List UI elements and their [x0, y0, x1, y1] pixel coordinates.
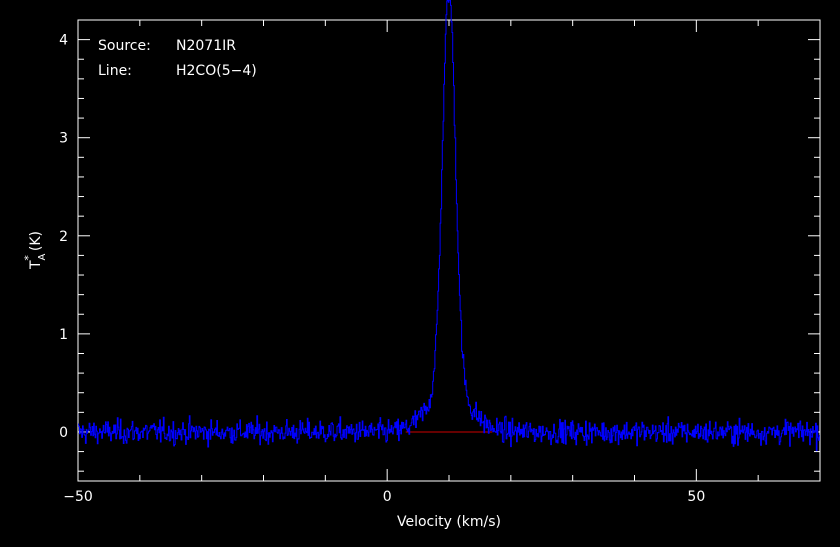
- x-tick-label: −50: [63, 489, 93, 505]
- y-tick-label: 1: [59, 327, 68, 343]
- y-axis-label-subscript: A: [37, 253, 48, 260]
- annotation-source-key: Source:: [98, 38, 151, 54]
- x-tick-label: 0: [383, 489, 392, 505]
- y-tick-label: 0: [59, 425, 68, 441]
- y-axis-label-symbol: T: [28, 260, 44, 270]
- y-axis-label-superscript: *: [22, 255, 35, 261]
- x-tick-label: 50: [687, 489, 705, 505]
- y-tick-label: 3: [59, 131, 68, 147]
- y-tick-label: 4: [59, 33, 68, 49]
- annotation-line-key: Line:: [98, 63, 132, 79]
- spectrum-series-line: [78, 0, 820, 452]
- x-axis-label: Velocity (km/s): [397, 514, 501, 530]
- annotation-line-value: H2CO(5−4): [176, 63, 257, 79]
- y-tick-label: 2: [59, 229, 68, 245]
- y-axis-label: TA* (K): [22, 231, 48, 270]
- axis-ticks: [77, 19, 821, 481]
- annotation-source-value: N2071IR: [176, 38, 236, 54]
- plot-frame: [77, 19, 821, 482]
- y-axis-label-unit: (K): [28, 231, 44, 251]
- axis-tick-labels: −50 0 50 0 1 2 3 4: [59, 33, 705, 505]
